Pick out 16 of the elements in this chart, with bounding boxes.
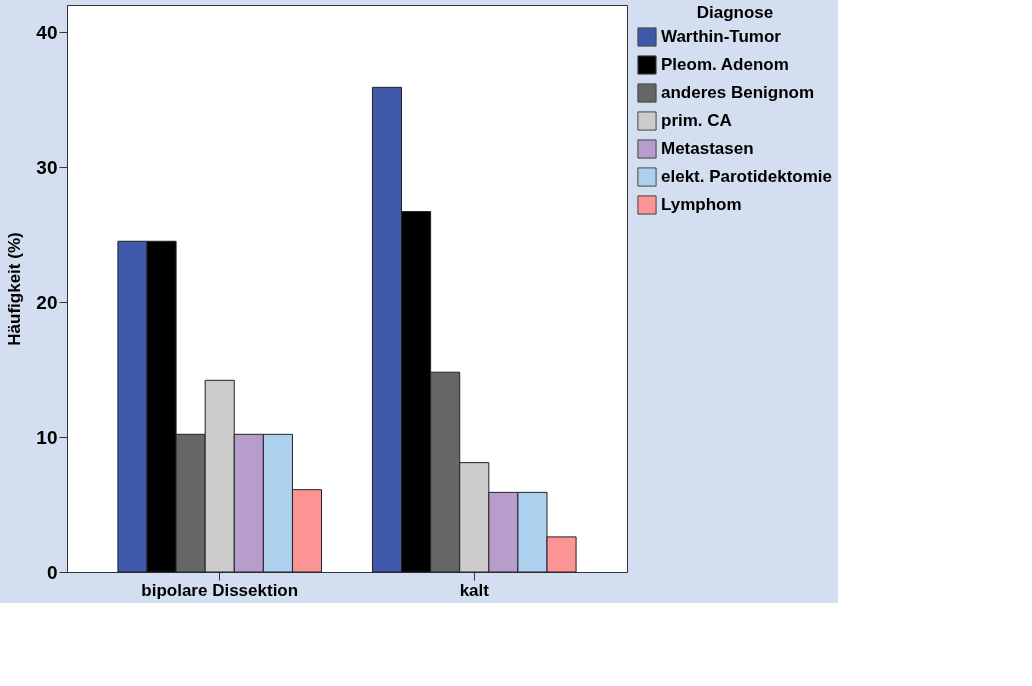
y-tick-label: 0: [46, 561, 58, 583]
legend-label: Pleom. Adenom: [661, 55, 789, 74]
y-axis-title: Häufigkeit (%): [5, 232, 25, 346]
legend-label: Warthin-Tumor: [661, 27, 782, 46]
legend-label: elekt. Parotidektomie: [661, 167, 833, 186]
legend-title: Diagnose: [696, 3, 774, 22]
legend-label: Lymphom: [661, 195, 742, 214]
y-tick-label: 20: [36, 291, 58, 313]
y-tick-label: 40: [36, 21, 58, 43]
y-tick-label: 10: [36, 426, 58, 448]
x-tick-label: bipolare Dissektion: [141, 580, 299, 600]
legend-label: anderes Benignom: [661, 83, 815, 102]
y-tick-label: 30: [36, 156, 58, 178]
x-tick-label: kalt: [459, 580, 490, 600]
legend-label: prim. CA: [661, 111, 732, 130]
legend-label: Metastasen: [661, 139, 754, 158]
